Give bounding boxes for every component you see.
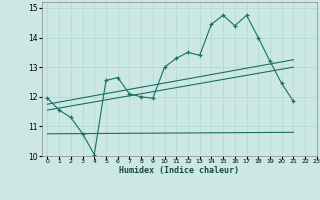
X-axis label: Humidex (Indice chaleur): Humidex (Indice chaleur)	[119, 166, 239, 175]
